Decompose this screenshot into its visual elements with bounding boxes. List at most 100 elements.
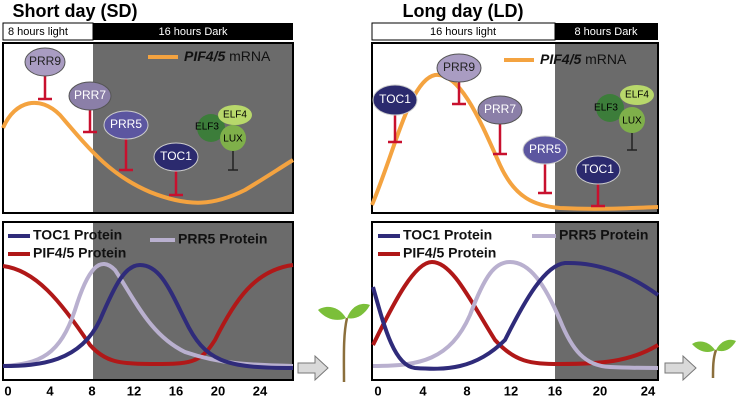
regulator — [477, 95, 523, 125]
leaf — [347, 303, 370, 319]
suffix: mRNA — [585, 51, 627, 67]
tick-label: 20 — [211, 383, 225, 398]
arrow — [664, 354, 697, 382]
dark-region — [555, 43, 658, 213]
arrow — [297, 354, 329, 382]
regulator-label: TOC1 — [379, 92, 411, 106]
dark-label: 16 hours Dark — [158, 26, 228, 38]
light-label: 16 hours light — [430, 26, 496, 38]
regulator — [436, 53, 482, 83]
tick-label: 24 — [253, 383, 268, 398]
x-ticks: 0 4 8 12 16 20 24 — [4, 383, 268, 398]
regulator-label: PRR9 — [29, 54, 61, 68]
regulator-label: PRR9 — [443, 60, 475, 74]
tick-label: 16 — [548, 383, 562, 398]
regulator-label: PRR5 — [529, 142, 561, 156]
legend-label: TOC1 Protein — [403, 227, 492, 243]
inhibitor — [591, 184, 605, 208]
toc1-protein-curve — [371, 260, 660, 371]
regulator-label: PRR7 — [484, 102, 516, 116]
panel-title: Short day (SD) — [12, 1, 137, 21]
gene-name: PIF4/5 — [540, 51, 581, 67]
tick-label: 0 — [4, 383, 11, 398]
regulator-label: TOC1 — [160, 149, 192, 163]
legend-label: PIF4/5 Protein — [403, 245, 496, 261]
inhibitor — [119, 139, 133, 172]
ld-panel: Long day (LD) 16 hours light 8 hours Dar… — [370, 1, 736, 398]
tick-label: 24 — [641, 383, 656, 398]
stem — [711, 349, 718, 379]
leaf — [318, 306, 346, 320]
regulator — [372, 84, 418, 116]
gene-name: PIF4/5 — [184, 48, 225, 64]
legend-label: PIF4/5 Protein — [33, 245, 126, 261]
tick-label: 12 — [127, 383, 141, 398]
inhibitor — [38, 76, 52, 101]
stem — [342, 317, 349, 383]
dark-region — [555, 222, 658, 380]
prr5-protein-curve — [372, 259, 659, 370]
inhibitor — [493, 124, 507, 156]
tick-label: 8 — [463, 383, 470, 398]
ec-protein — [596, 94, 624, 122]
pif-protein-curve — [2, 263, 294, 367]
regulator — [103, 110, 149, 140]
ec-label: LUX — [622, 116, 642, 127]
dark-bar — [555, 23, 658, 40]
ec-protein — [619, 107, 645, 133]
regulator — [153, 142, 199, 172]
tick-label: 16 — [169, 383, 183, 398]
ec-protein — [220, 125, 246, 151]
ec-label: LUX — [223, 134, 243, 145]
legend-label: PRR5 Protein — [178, 231, 267, 247]
tick-label: 8 — [88, 383, 95, 398]
sd-panel: Short day (SD) 8 hours light 16 hours Da… — [1, 1, 370, 398]
plot-frame — [2, 221, 294, 381]
ec-protein — [197, 114, 225, 142]
regulator — [68, 81, 112, 111]
regulator-label: TOC1 — [582, 162, 614, 176]
inhibitor — [228, 150, 238, 171]
mrna-label: PIF4/5 mRNA — [540, 51, 627, 67]
leaf — [692, 341, 715, 352]
inhibitor — [452, 82, 466, 106]
regulator — [24, 47, 66, 77]
seedling — [318, 303, 370, 383]
inhibitor — [388, 114, 402, 144]
plot-frame — [371, 42, 659, 214]
leaf — [716, 339, 736, 352]
seedling — [692, 339, 736, 379]
inhibitors — [388, 82, 637, 208]
tick-label: 0 — [374, 383, 381, 398]
tick-label: 12 — [504, 383, 518, 398]
toc1-protein-curve — [2, 262, 294, 370]
x-ticks: 0 4 8 12 16 20 24 — [374, 383, 656, 398]
inhibitor — [83, 110, 97, 134]
plot-frame — [371, 221, 659, 381]
prr5-protein-curve — [2, 262, 294, 368]
ec-protein — [620, 85, 654, 105]
mrna-curve — [1, 100, 295, 205]
panel-title: Long day (LD) — [403, 1, 524, 21]
legend-label: PRR5 Protein — [559, 227, 648, 243]
regulator-label: PRR7 — [74, 88, 106, 102]
legend-label: TOC1 Protein — [33, 227, 122, 243]
ec-label: ELF4 — [223, 110, 247, 121]
regulator — [575, 155, 621, 185]
ec-protein — [218, 105, 252, 125]
tick-label: 4 — [419, 383, 427, 398]
ec-label: ELF3 — [594, 103, 618, 114]
dark-label: 8 hours Dark — [575, 26, 638, 38]
light-label: 8 hours light — [8, 26, 68, 38]
tick-label: 20 — [593, 383, 607, 398]
inhibitor — [538, 164, 552, 195]
tick-label: 4 — [46, 383, 54, 398]
inhibitor — [169, 171, 183, 197]
regulator-label: PRR5 — [110, 117, 142, 131]
regulator — [522, 135, 568, 165]
suffix: mRNA — [229, 48, 271, 64]
inhibitors — [38, 76, 238, 197]
mrna-label: PIF4/5 mRNA — [184, 48, 271, 64]
ec-label: ELF4 — [625, 90, 649, 101]
